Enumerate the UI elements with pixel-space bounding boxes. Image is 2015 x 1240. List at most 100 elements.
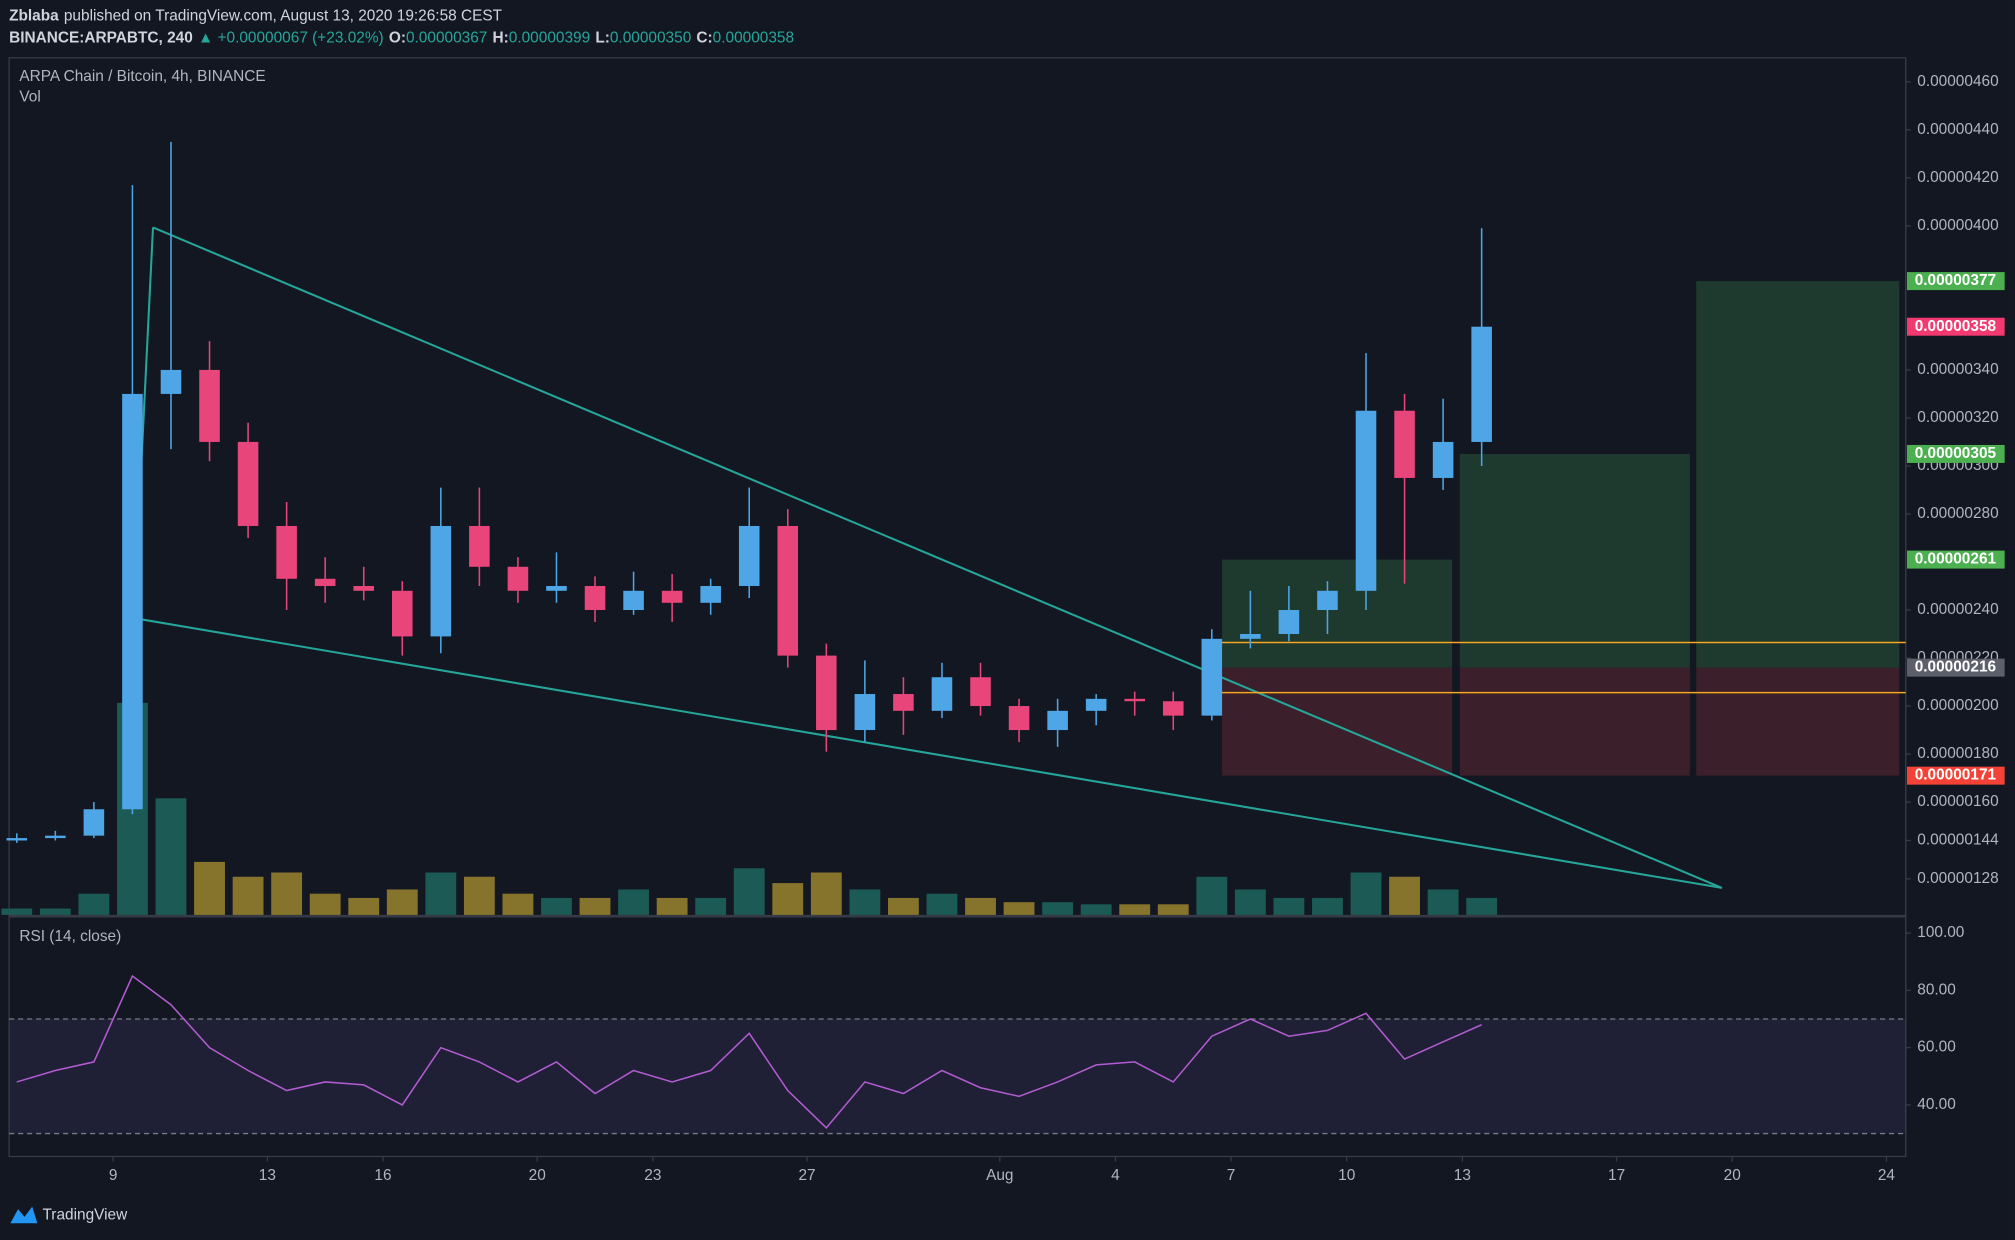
y-tick-label: 0.00000180 (1917, 745, 1998, 762)
volume-bar (1273, 897, 1305, 915)
price-tag-label: 0.00000377 (1915, 272, 1996, 289)
volume-bar (579, 897, 611, 915)
y-tick-label: 0.00000460 (1917, 73, 1998, 90)
volume-bar (1119, 904, 1151, 915)
volume-bar (1196, 876, 1228, 915)
candle-body (1432, 441, 1454, 478)
candle-body (1240, 634, 1261, 639)
candle-body (816, 655, 837, 731)
trend-line (152, 226, 1723, 889)
symbol: BINANCE:ARPABTC, 240 (9, 30, 193, 47)
volume-bar (1042, 902, 1074, 915)
author: Zblaba (9, 8, 59, 25)
price-tag (1906, 550, 2005, 569)
target-zone (1222, 559, 1453, 668)
x-tick-label: 16 (374, 1167, 391, 1184)
candle-body (237, 441, 259, 526)
candle-body (546, 585, 567, 591)
x-tick-label: 13 (1454, 1167, 1471, 1184)
candle-body (623, 590, 644, 611)
volume-bar (232, 876, 264, 915)
rsi-band (9, 1018, 1906, 1134)
candle-body (199, 369, 220, 442)
y-tick-label: 0.00000200 (1917, 697, 1998, 714)
stop-zone (1459, 667, 1690, 776)
candle-body (854, 694, 876, 731)
volume-bar (695, 897, 727, 915)
x-tick-label: 10 (1338, 1167, 1355, 1184)
volume-bar (887, 897, 919, 915)
candle-body (777, 525, 799, 656)
candle-body (45, 835, 66, 839)
y-tick-label: 0.00000160 (1917, 793, 1998, 810)
y-tick-label: 0.00000400 (1917, 217, 1998, 234)
candle-body (391, 590, 413, 637)
ohlc-value: 0.00000399 (509, 30, 590, 47)
y-tick-label: 0.00000320 (1917, 409, 1998, 426)
volume-bar (1350, 872, 1382, 915)
published: published on TradingView.com, August 13,… (64, 8, 503, 25)
rsi-tick-label: 40.00 (1917, 1096, 1956, 1113)
volume-bar (348, 897, 380, 915)
volume-bar (386, 889, 418, 915)
x-tick-label: 13 (259, 1167, 276, 1184)
volume-bar (1389, 876, 1420, 915)
candle-body (1317, 590, 1338, 611)
ohlc-value: 0.00000358 (713, 30, 794, 47)
x-tick-label: 27 (798, 1167, 815, 1184)
volume-bar (194, 861, 225, 915)
volume-bar (78, 893, 110, 915)
header-line-2: BINANCE:ARPABTC, 240 ▲ +0.00000067 (+23.0… (9, 30, 794, 47)
candle-body (1201, 638, 1223, 716)
candle-body (507, 566, 529, 591)
x-tick-label: 9 (109, 1167, 118, 1184)
candle-body (1471, 326, 1492, 442)
y-tick-label: 0.00000128 (1917, 870, 1998, 887)
candle-body (122, 393, 143, 810)
price-tag-label: 0.00000305 (1915, 445, 1997, 462)
candle-body (1085, 698, 1107, 711)
volume-bar (155, 798, 187, 915)
volume-bar (1, 908, 33, 915)
x-tick-label: 4 (1111, 1167, 1120, 1184)
candle-body (700, 585, 721, 603)
volume-bar (965, 897, 996, 915)
pane-title: ARPA Chain / Bitcoin, 4h, BINANCE (19, 68, 265, 85)
ohlc-label: C: (696, 30, 712, 47)
volume-bar (1234, 889, 1266, 915)
candle-body (1162, 701, 1184, 716)
y-tick-label: 0.00000340 (1917, 361, 1998, 378)
volume-bar (810, 872, 842, 915)
volume-bar (1003, 902, 1035, 915)
target-zone (1459, 453, 1690, 668)
drawings (132, 226, 1906, 889)
ohlc-value: 0.00000367 (406, 30, 487, 47)
x-tick-label: 23 (644, 1167, 661, 1184)
volume-bar (309, 893, 341, 915)
price-tag (1906, 444, 2005, 463)
logo (10, 1206, 38, 1224)
volume-bar (733, 868, 765, 915)
candle-body (931, 677, 953, 711)
data (1, 141, 1498, 915)
change: ▲ +0.00000067 (+23.02%) (198, 30, 384, 47)
logo-icon (10, 1206, 38, 1224)
volume-bar (1080, 904, 1112, 915)
y-tick-label: 0.00000280 (1917, 505, 1998, 522)
candle-body (1355, 410, 1377, 591)
y-tick-label: 0.00000144 (1917, 832, 1999, 849)
candle-body (6, 838, 28, 841)
ohlc-value: 0.00000350 (610, 30, 691, 47)
x-tick-label: Aug (986, 1167, 1013, 1184)
rsi-tick-label: 100.00 (1917, 924, 1964, 941)
volume-bar (541, 897, 572, 915)
price-tag-label: 0.00000358 (1915, 318, 1997, 335)
price-tag (1906, 658, 2005, 677)
rsi-title: RSI (14, close) (19, 928, 121, 945)
candle-body (83, 809, 105, 836)
ohlc-label: O: (389, 30, 406, 47)
volume-bar (618, 889, 649, 915)
candle-body (1008, 706, 1030, 731)
trend-line (133, 617, 1723, 889)
